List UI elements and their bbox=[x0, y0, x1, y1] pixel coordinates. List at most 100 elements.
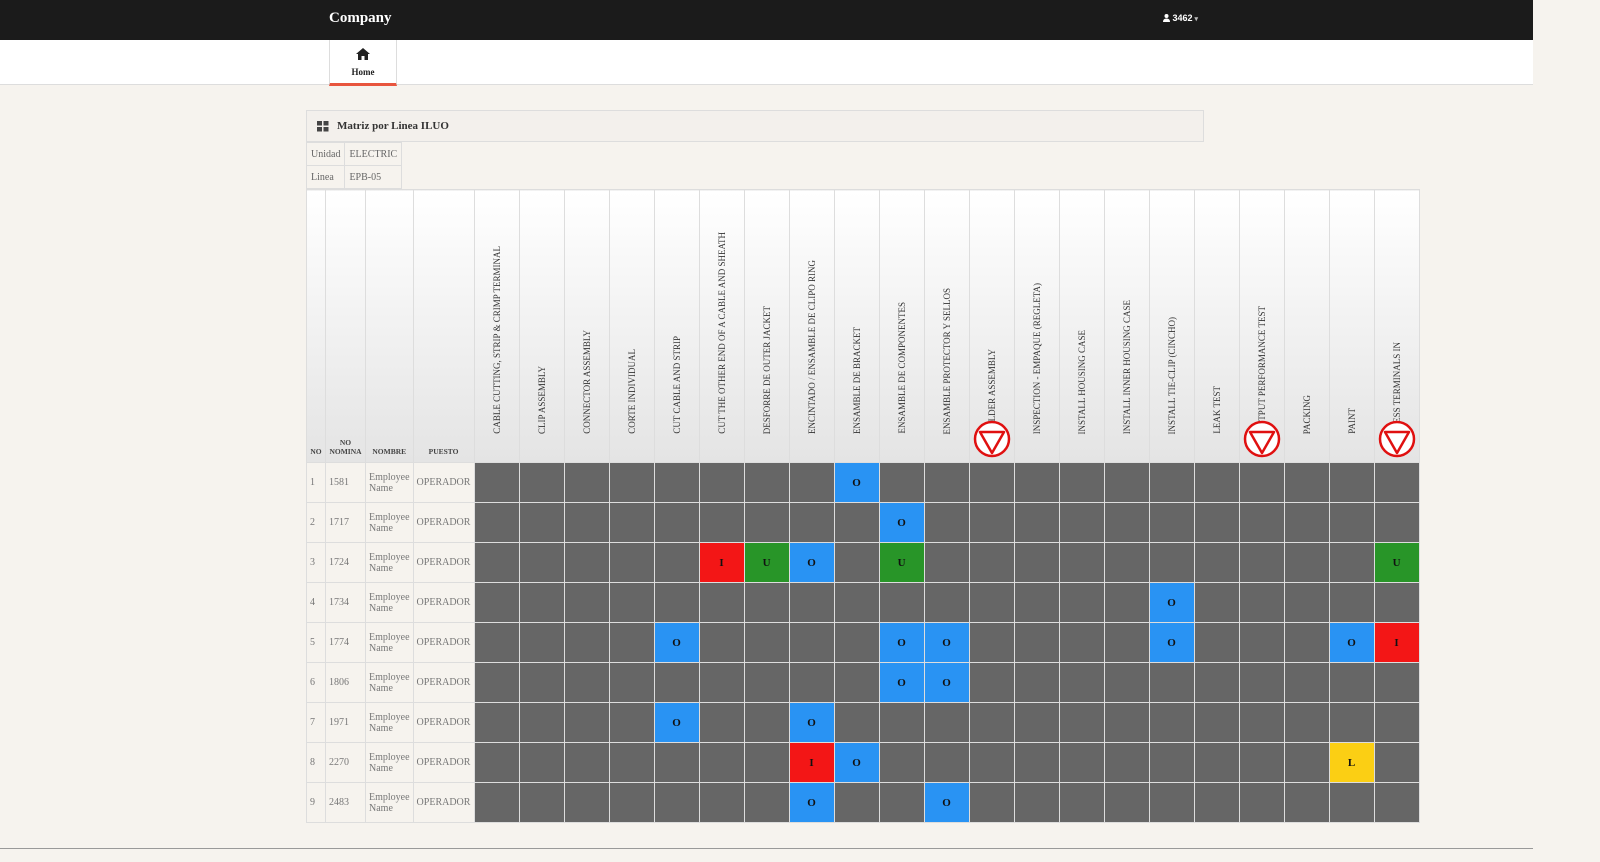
skill-level-cell[interactable] bbox=[923, 542, 970, 583]
skill-level-cell[interactable] bbox=[1283, 622, 1330, 663]
skill-level-cell[interactable] bbox=[833, 622, 880, 663]
skill-level-cell[interactable] bbox=[1013, 782, 1060, 823]
skill-level-cell[interactable] bbox=[743, 462, 790, 503]
skill-level-cell[interactable] bbox=[608, 582, 655, 623]
skill-level-cell[interactable] bbox=[833, 502, 880, 543]
skill-level-cell[interactable] bbox=[1013, 502, 1060, 543]
skill-level-cell[interactable] bbox=[563, 542, 610, 583]
skill-level-cell[interactable] bbox=[563, 622, 610, 663]
skill-level-cell[interactable] bbox=[473, 502, 520, 543]
skill-level-cell[interactable] bbox=[1103, 702, 1150, 743]
skill-level-cell[interactable] bbox=[1373, 582, 1420, 623]
skill-level-cell[interactable] bbox=[608, 462, 655, 503]
skill-level-cell[interactable] bbox=[1193, 582, 1240, 623]
skill-level-cell[interactable] bbox=[833, 702, 880, 743]
skill-level-cell[interactable] bbox=[878, 742, 925, 783]
skill-level-cell[interactable] bbox=[1283, 702, 1330, 743]
skill-level-cell[interactable] bbox=[473, 662, 520, 703]
skill-level-cell[interactable] bbox=[788, 582, 835, 623]
skill-level-cell[interactable] bbox=[1238, 662, 1285, 703]
skill-level-cell[interactable] bbox=[968, 542, 1015, 583]
skill-level-cell[interactable] bbox=[788, 502, 835, 543]
skill-level-cell[interactable] bbox=[1193, 462, 1240, 503]
skill-level-cell[interactable] bbox=[968, 582, 1015, 623]
skill-level-cell[interactable] bbox=[878, 462, 925, 503]
skill-level-cell[interactable] bbox=[1103, 542, 1150, 583]
skill-level-cell[interactable] bbox=[1238, 622, 1285, 663]
skill-level-cell[interactable]: I bbox=[788, 742, 835, 783]
skill-level-cell[interactable] bbox=[608, 542, 655, 583]
skill-level-cell[interactable] bbox=[1013, 702, 1060, 743]
skill-level-cell[interactable]: O bbox=[923, 622, 970, 663]
skill-level-cell[interactable]: O bbox=[1148, 582, 1195, 623]
skill-level-cell[interactable] bbox=[1058, 462, 1105, 503]
skill-level-cell[interactable] bbox=[743, 742, 790, 783]
skill-level-cell[interactable] bbox=[1238, 782, 1285, 823]
skill-level-cell[interactable] bbox=[968, 622, 1015, 663]
skill-level-cell[interactable] bbox=[743, 622, 790, 663]
skill-level-cell[interactable]: U bbox=[743, 542, 790, 583]
skill-level-cell[interactable] bbox=[1058, 622, 1105, 663]
skill-level-cell[interactable] bbox=[968, 462, 1015, 503]
skill-level-cell[interactable] bbox=[1013, 542, 1060, 583]
skill-level-cell[interactable] bbox=[1373, 782, 1420, 823]
skill-level-cell[interactable] bbox=[473, 702, 520, 743]
skill-level-cell[interactable] bbox=[743, 662, 790, 703]
skill-level-cell[interactable] bbox=[743, 502, 790, 543]
skill-level-cell[interactable] bbox=[1148, 542, 1195, 583]
skill-level-cell[interactable] bbox=[1373, 702, 1420, 743]
skill-level-cell[interactable] bbox=[743, 702, 790, 743]
skill-level-cell[interactable] bbox=[1283, 782, 1330, 823]
skill-level-cell[interactable] bbox=[1193, 702, 1240, 743]
skill-level-cell[interactable] bbox=[473, 782, 520, 823]
skill-level-cell[interactable] bbox=[518, 662, 565, 703]
skill-level-cell[interactable] bbox=[788, 622, 835, 663]
skill-level-cell[interactable] bbox=[1373, 742, 1420, 783]
skill-level-cell[interactable] bbox=[608, 502, 655, 543]
skill-level-cell[interactable] bbox=[608, 662, 655, 703]
skill-level-cell[interactable] bbox=[878, 782, 925, 823]
skill-level-cell[interactable] bbox=[788, 462, 835, 503]
skill-level-cell[interactable] bbox=[473, 542, 520, 583]
skill-level-cell[interactable] bbox=[1103, 462, 1150, 503]
skill-level-cell[interactable] bbox=[1283, 742, 1330, 783]
skill-level-cell[interactable] bbox=[1148, 742, 1195, 783]
skill-level-cell[interactable]: U bbox=[878, 542, 925, 583]
skill-level-cell[interactable] bbox=[1283, 462, 1330, 503]
skill-level-cell[interactable] bbox=[1103, 622, 1150, 663]
skill-level-cell[interactable] bbox=[923, 582, 970, 623]
skill-level-cell[interactable] bbox=[653, 742, 700, 783]
skill-level-cell[interactable] bbox=[878, 702, 925, 743]
skill-level-cell[interactable] bbox=[698, 742, 745, 783]
skill-level-cell[interactable] bbox=[1013, 622, 1060, 663]
skill-level-cell[interactable]: O bbox=[1148, 622, 1195, 663]
skill-level-cell[interactable]: O bbox=[878, 662, 925, 703]
nav-home-tab[interactable]: Home bbox=[329, 40, 397, 86]
skill-level-cell[interactable] bbox=[698, 502, 745, 543]
skill-level-cell[interactable] bbox=[833, 542, 880, 583]
skill-level-cell[interactable]: O bbox=[788, 782, 835, 823]
skill-level-cell[interactable] bbox=[653, 662, 700, 703]
skill-level-cell[interactable] bbox=[968, 502, 1015, 543]
skill-level-cell[interactable] bbox=[698, 782, 745, 823]
skill-level-cell[interactable] bbox=[1103, 582, 1150, 623]
skill-level-cell[interactable] bbox=[1103, 502, 1150, 543]
skill-level-cell[interactable] bbox=[653, 502, 700, 543]
skill-level-cell[interactable] bbox=[833, 582, 880, 623]
brand-logo[interactable]: Company bbox=[329, 10, 392, 26]
skill-level-cell[interactable]: I bbox=[1373, 622, 1420, 663]
skill-level-cell[interactable]: O bbox=[878, 622, 925, 663]
skill-level-cell[interactable] bbox=[1058, 782, 1105, 823]
skill-level-cell[interactable] bbox=[698, 622, 745, 663]
skill-level-cell[interactable] bbox=[1328, 702, 1375, 743]
skill-level-cell[interactable] bbox=[923, 742, 970, 783]
skill-level-cell[interactable] bbox=[743, 582, 790, 623]
skill-level-cell[interactable] bbox=[563, 582, 610, 623]
skill-level-cell[interactable] bbox=[518, 462, 565, 503]
skill-level-cell[interactable] bbox=[1058, 542, 1105, 583]
skill-level-cell[interactable] bbox=[608, 782, 655, 823]
skill-level-cell[interactable]: O bbox=[788, 702, 835, 743]
skill-level-cell[interactable] bbox=[968, 782, 1015, 823]
skill-level-cell[interactable] bbox=[653, 582, 700, 623]
skill-level-cell[interactable] bbox=[923, 502, 970, 543]
